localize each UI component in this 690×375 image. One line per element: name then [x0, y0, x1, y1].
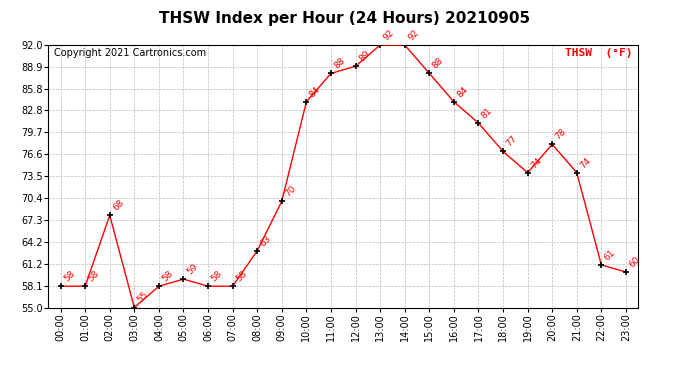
Text: 84: 84 — [455, 85, 470, 99]
Text: 74: 74 — [578, 156, 593, 170]
Text: 81: 81 — [480, 106, 494, 120]
Text: THSW  (°F): THSW (°F) — [565, 48, 632, 58]
Text: 84: 84 — [308, 85, 322, 99]
Text: 58: 58 — [62, 269, 77, 284]
Text: 58: 58 — [160, 269, 175, 284]
Text: THSW Index per Hour (24 Hours) 20210905: THSW Index per Hour (24 Hours) 20210905 — [159, 11, 531, 26]
Text: 61: 61 — [603, 248, 618, 262]
Text: 78: 78 — [553, 127, 568, 141]
Text: 58: 58 — [86, 269, 101, 284]
Text: 70: 70 — [283, 184, 297, 198]
Text: 92: 92 — [406, 28, 420, 42]
Text: 89: 89 — [357, 49, 371, 63]
Text: 60: 60 — [627, 255, 642, 269]
Text: 74: 74 — [529, 156, 544, 170]
Text: 68: 68 — [111, 198, 126, 213]
Text: 63: 63 — [259, 234, 273, 248]
Text: 88: 88 — [333, 56, 347, 70]
Text: 58: 58 — [210, 269, 224, 284]
Text: 58: 58 — [234, 269, 248, 284]
Text: 55: 55 — [136, 290, 150, 305]
Text: 59: 59 — [185, 262, 199, 276]
Text: 77: 77 — [504, 134, 519, 148]
Text: 88: 88 — [431, 56, 445, 70]
Text: Copyright 2021 Cartronics.com: Copyright 2021 Cartronics.com — [55, 48, 206, 58]
Text: 92: 92 — [382, 28, 396, 42]
